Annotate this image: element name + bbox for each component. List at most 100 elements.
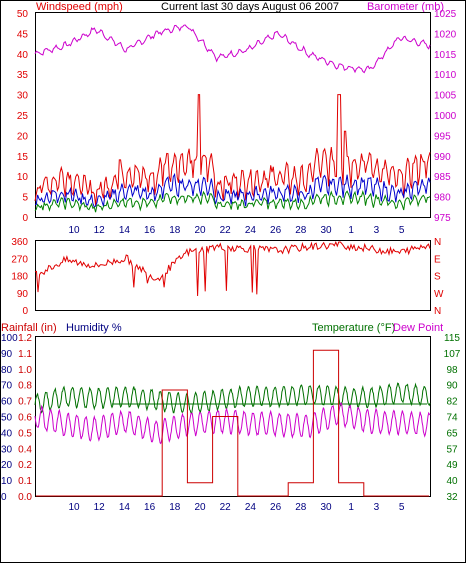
baro-tick-label: 1015: [434, 50, 457, 61]
temperature-tick-label: 107: [444, 349, 461, 360]
x-tick-label: 24: [245, 225, 257, 236]
wind-tick-label: 5: [22, 193, 28, 204]
x-tick-label: 22: [220, 502, 232, 513]
humidity-line: [34, 402, 431, 445]
baro-tick-label: 1010: [434, 70, 457, 81]
humidity-tick-label: 100: [1, 333, 18, 344]
baro-tick-label: 1005: [434, 91, 457, 102]
compass-tick-label: E: [434, 254, 441, 265]
humidity-tick-label: 90: [1, 349, 13, 360]
x-tick-label: 20: [194, 502, 206, 513]
rain-tick-label: 1.1: [18, 349, 32, 360]
rain-tick-label: 0.4: [18, 444, 32, 455]
x-tick-label: 3: [374, 502, 380, 513]
compass-tick-label: N: [434, 237, 441, 248]
wind-tick-label: 40: [17, 50, 29, 61]
x-tick-label: 12: [94, 502, 106, 513]
rain-tick-label: 0.1: [18, 476, 32, 487]
compass-tick-label: W: [434, 289, 444, 300]
x-tick-label: 22: [220, 225, 232, 236]
windspeed-avg-line: [34, 172, 431, 208]
wind-tick-label: 45: [17, 29, 29, 40]
x-tick-label: 5: [399, 502, 405, 513]
direction-tick-label: 0: [22, 306, 28, 317]
compass-tick-label: S: [434, 272, 441, 283]
x-tick-label: 10: [68, 502, 80, 513]
humidity-tick-label: 60: [1, 397, 13, 408]
temperature-tick-label: 65: [446, 428, 458, 439]
rain-tick-label: 0.5: [18, 428, 32, 439]
x-tick-label: 10: [68, 225, 80, 236]
temperature-line: [34, 382, 431, 415]
x-tick-label: 5: [399, 225, 405, 236]
x-tick-label: 14: [119, 225, 131, 236]
x-tick-label: 28: [295, 502, 307, 513]
temperature-tick-label: 74: [446, 413, 458, 424]
direction-tick-label: 270: [11, 254, 28, 265]
baro-tick-label: 995: [434, 131, 451, 142]
humidity-tick-label: 10: [1, 476, 13, 487]
temperature-tick-label: 40: [446, 476, 458, 487]
chart-title: Current last 30 days August 06 2007: [161, 1, 339, 13]
temperature-tick-label: 32: [446, 492, 458, 503]
humidity-tick-label: 50: [1, 413, 13, 424]
baro-tick-label: 980: [434, 193, 451, 204]
baro-tick-label: 1020: [434, 29, 457, 40]
temperature-tick-label: 57: [446, 444, 458, 455]
x-tick-label: 18: [169, 225, 181, 236]
x-tick-label: 18: [169, 502, 181, 513]
rain-tick-label: 0.7: [18, 397, 32, 408]
rain-tick-label: 1.2: [18, 333, 32, 344]
temperature-tick-label: 115: [444, 333, 460, 344]
baro-series-line: [34, 24, 431, 74]
x-tick-label: 1: [348, 225, 354, 236]
humidity-tick-label: 30: [1, 444, 13, 455]
rain-tick-label: 0.0: [18, 492, 32, 503]
compass-tick-label: N: [434, 306, 441, 317]
baro-tick-label: 990: [434, 152, 451, 163]
rain-axis-label: Rainfall (in): [1, 322, 57, 334]
rain-tick-label: 1.0: [18, 365, 32, 376]
wind-baro-plot: [35, 12, 431, 218]
baro-tick-label: 985: [434, 172, 451, 183]
temperature-tick-label: 49: [446, 460, 458, 471]
x-tick-label: 30: [320, 502, 332, 513]
wind-tick-label: 10: [17, 172, 29, 183]
windspeed-low-line: [34, 190, 431, 213]
humidity-tick-label: 0: [1, 492, 7, 503]
dewpoint-axis-label: Dew Point: [393, 322, 443, 334]
direction-tick-label: 90: [17, 289, 29, 300]
rainfall-line: [36, 349, 429, 497]
wind-direction-line: [34, 240, 431, 297]
wind-axis-label: Windspeed (mph): [36, 1, 123, 13]
wind-tick-label: 20: [17, 131, 29, 142]
x-tick-label: 14: [119, 502, 131, 513]
windspeed-gust-line: [34, 94, 431, 206]
humidity-tick-label: 80: [1, 365, 13, 376]
x-tick-label: 3: [374, 225, 380, 236]
temperature-tick-label: 82: [446, 397, 458, 408]
temperature-axis-label: Temperature (°F): [312, 322, 395, 334]
x-tick-label: 28: [295, 225, 307, 236]
humidity-tick-label: 70: [1, 381, 13, 392]
baro-axis-label: Barometer (mb): [367, 1, 444, 13]
wind-tick-label: 15: [17, 152, 29, 163]
baro-tick-label: 975: [434, 213, 451, 224]
wind-tick-label: 35: [17, 70, 29, 81]
wind-tick-label: 30: [17, 91, 29, 102]
wind-tick-label: 25: [17, 111, 29, 122]
rain-hum-temp-layer: 0 10 20 30 40 50 60 70 80 90 100 0.0 0.1 0.2 0.4 0.5 0.6…: [1, 333, 461, 513]
direction-tick-label: 180: [11, 272, 28, 283]
rain-tick-label: 0.8: [18, 381, 32, 392]
x-tick-label: 1: [348, 502, 354, 513]
baro-tick-label: 1025: [434, 9, 457, 20]
x-tick-label: 26: [270, 225, 282, 236]
humidity-axis-label: Humidity %: [66, 322, 122, 334]
x-tick-label: 16: [144, 502, 156, 513]
humidity-tick-label: 20: [1, 460, 13, 471]
baro-tick-label: 1000: [434, 111, 457, 122]
x-tick-label: 16: [144, 225, 156, 236]
